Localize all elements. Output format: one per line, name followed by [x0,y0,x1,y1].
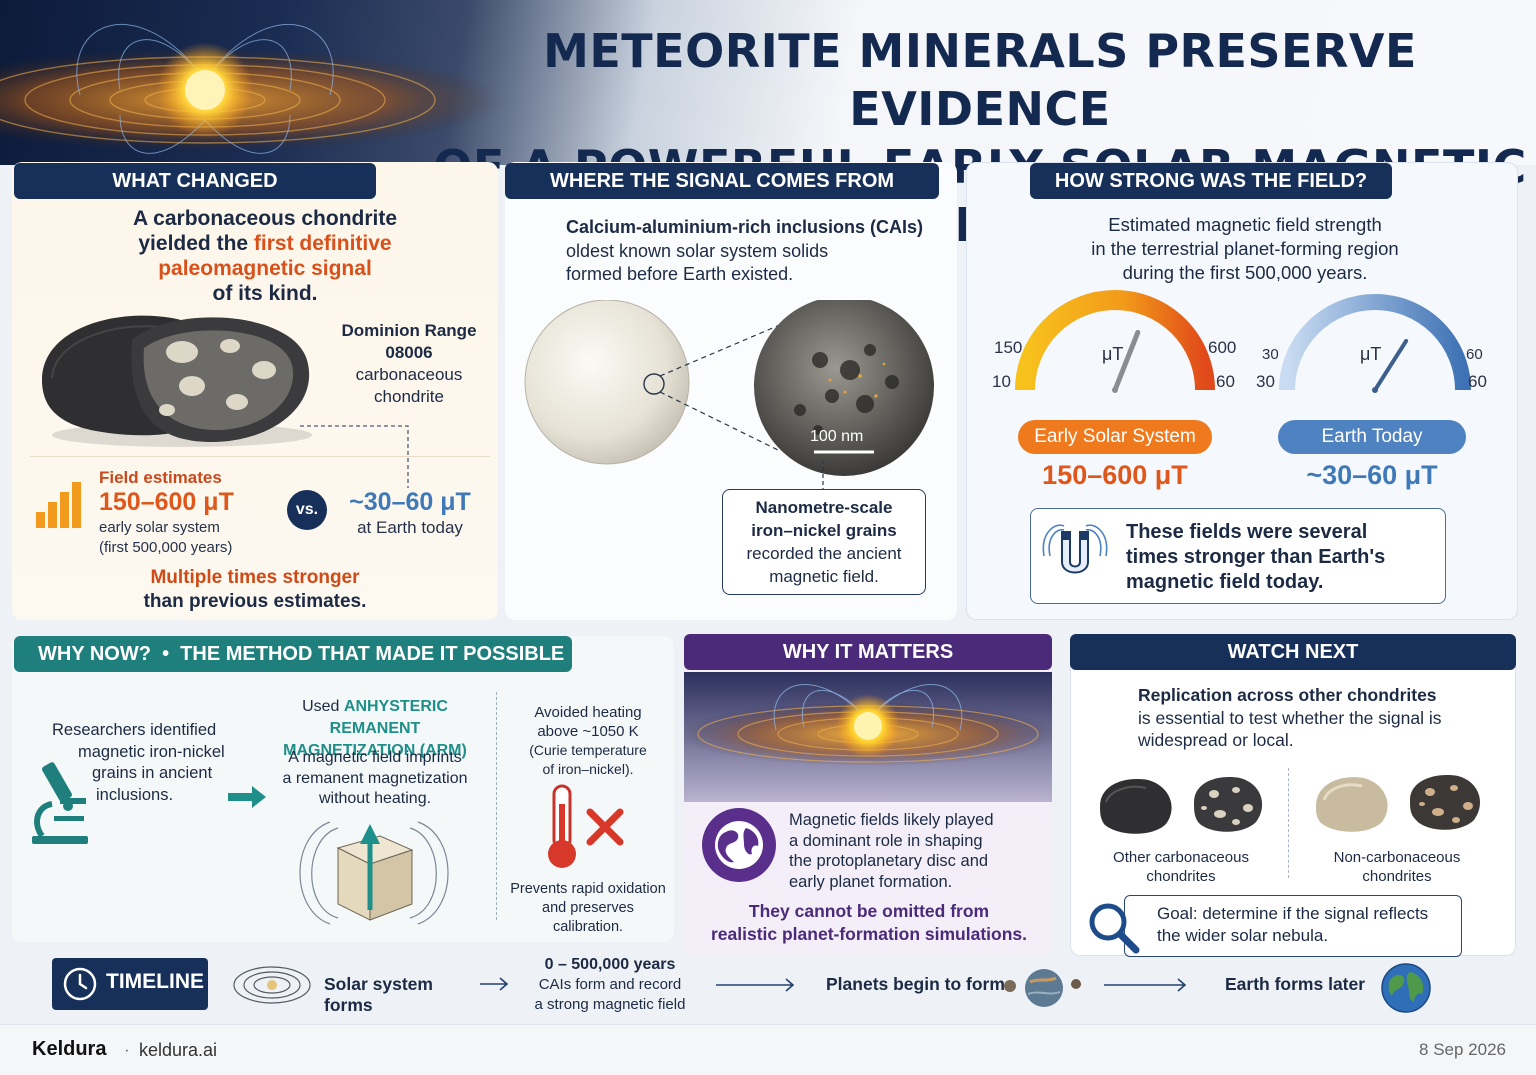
what-changed-tab: WHAT CHANGED [14,163,376,199]
magnetized-cube-icon [299,821,449,925]
divider [30,456,490,457]
solar-system-icon [233,966,311,1004]
method-step-1: Researchers identified magnetic iron-nic… [52,721,225,804]
early-gauge-top-right: 600 [1208,338,1237,357]
timeline-step-3: Planets begin to form [826,974,1005,994]
goal-box [1124,895,1462,957]
clock-icon [63,967,97,1001]
planetesimals-icon [1004,969,1081,1007]
method-step-3: Avoided heating above ~1050 K (Curie tem… [529,704,647,777]
brand-site-link[interactable]: keldura.ai [139,1040,218,1060]
non-carbonaceous-label: Non-carbonaceous chondrites [1333,849,1461,885]
early-value: 150–600 μT [99,488,234,516]
grain-callout-box: Nanometre-scale iron–nickel grains recor… [722,489,926,595]
today-gauge-high: 60 [1468,372,1487,391]
method-step-3-note: Prevents rapid oxidation and preserves c… [510,881,666,935]
timeline-step-4: Earth forms later [1225,974,1366,994]
globe-icon [702,808,776,882]
early-gauge-needle [1112,329,1141,393]
vs-badge: vs. [287,490,327,530]
method-step-2-desc: A magnetic field imprints a remanent mag… [282,749,468,807]
method-divider [496,692,497,920]
strength-note-box [1030,508,1446,604]
title-line-1: METEORITE MINERALS PRESERVE EVIDENCE [543,24,1417,136]
timeline-arrow-2 [716,978,795,992]
matters-tab: WHY IT MATTERS [684,634,1052,670]
today-gauge-low: 30 [1256,372,1275,391]
microscope-icon [32,762,88,844]
watch-tab: WATCH NEXT [1070,634,1516,670]
early-gauge-top-left: 150 [994,338,1023,357]
today-gauge [1279,294,1471,393]
method-step-2: Used ANHYSTERIC REMANENT MAGNETIZATION (… [283,698,467,759]
strength-note: These fields were several times stronger… [1126,521,1386,593]
conclusion: Multiple times stronger than previous es… [143,567,367,612]
strength-tab: HOW STRONG WAS THE FIELD? [1030,163,1392,199]
arrow-icon [228,786,266,808]
early-gauge-unit: μT [1102,344,1124,364]
today-strength-value: ~30–60 μT [1306,460,1438,490]
field-estimates-label: Field estimates [99,468,222,487]
timeline-step-1: Solar system forms [324,974,433,1015]
matters-body: Magnetic fields likely played a dominant… [789,811,994,891]
brand-name: Keldura [32,1038,107,1060]
early-chip: Early Solar System [1018,420,1212,454]
sample-callout-line [300,425,409,488]
footer [0,1024,1536,1075]
watch-divider [1288,768,1289,878]
early-gauge-low: 10 [992,372,1011,391]
watch-lead: Replication across other chondrites is e… [1138,685,1442,750]
carbonaceous-chondrites-icon [1100,777,1263,834]
early-gauge-high: 60 [1216,372,1235,391]
early-strength-value: 150–600 μT [1042,460,1188,490]
meteorite-icon [42,315,312,447]
sample-label: Dominion Range 08006 carbonaceous chondr… [341,321,477,406]
today-desc: at Earth today [357,518,463,537]
today-chip: Earth Today [1278,420,1466,454]
timeline-label-box [52,958,208,1010]
footer-separator: · [124,1040,130,1059]
today-gauge-top-right: 60 [1466,346,1483,363]
solar-disc-illustration [0,24,505,154]
early-gauge [1015,290,1215,393]
bar-chart-icon [36,482,81,528]
matters-emphasis: They cannot be omitted from realistic pl… [710,901,1028,944]
timeline-step-2: 0 – 500,000 years CAIs form and record a… [534,956,686,1013]
magnifier-icon [1089,903,1140,954]
timeline-arrow-1 [480,977,509,991]
protoplanetary-disc-illustration [684,672,1052,802]
signal-tab: WHERE THE SIGNAL COMES FROM [505,163,939,199]
today-gauge-unit: μT [1360,344,1382,364]
earth-icon [1381,963,1431,1013]
thermometer-no-heat-icon [548,784,624,868]
goal-text: Goal: determine if the signal reflects t… [1157,904,1429,945]
timeline-arrow-3 [1104,978,1187,992]
signal-desc: Calcium-aluminium-rich inclusions (CAIs)… [566,217,924,284]
grain-callout-line [822,460,824,492]
footer-date: 8 Sep 2026 [1419,1040,1506,1059]
today-gauge-top-left: 30 [1262,346,1279,363]
strength-desc: Estimated magnetic field strength in the… [1091,214,1399,283]
timeline-label: TIMELINE [106,970,204,993]
scale-bar-label: 100 nm [810,428,864,445]
what-changed-headline: A carbonaceous chondrite yielded the fir… [132,207,398,305]
today-value: ~30–60 μT [349,488,471,516]
cai-zoom-illustration [524,300,934,476]
carbonaceous-label: Other carbonaceous chondrites [1113,849,1249,885]
non-carbonaceous-chondrites-icon [1316,775,1481,832]
magnet-icon [1042,524,1108,574]
early-desc: early solar system (first 500,000 years) [99,519,233,556]
today-gauge-needle [1373,339,1409,392]
method-tab: WHY NOW? • THE METHOD THAT MADE IT POSSI… [14,636,572,672]
